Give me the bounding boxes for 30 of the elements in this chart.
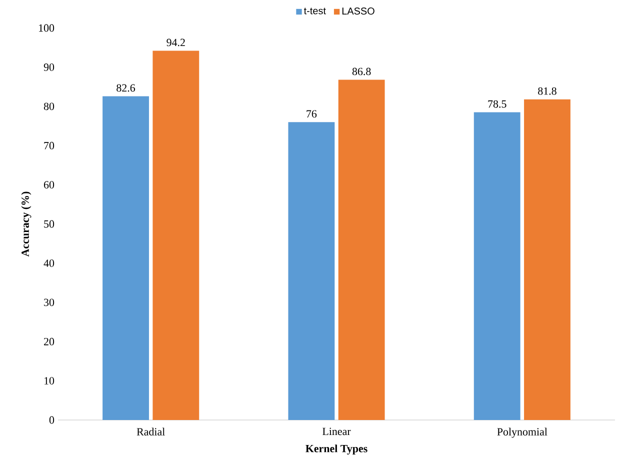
y-tick-label: 50 bbox=[44, 220, 54, 228]
x-axis-title: Kernel Types bbox=[306, 444, 368, 455]
data-label: 86.8 bbox=[352, 68, 371, 76]
data-label: 76 bbox=[306, 110, 317, 118]
y-tick-label: 80 bbox=[44, 102, 54, 110]
x-tick-label: Linear bbox=[322, 428, 351, 436]
y-tick-label: 40 bbox=[44, 260, 54, 267]
data-label: 94.2 bbox=[166, 38, 185, 46]
y-tick-label: 70 bbox=[44, 142, 54, 150]
bar bbox=[474, 112, 520, 420]
data-label: 81.8 bbox=[538, 87, 556, 95]
y-tick-label: 60 bbox=[44, 181, 54, 188]
y-tick-label: 90 bbox=[44, 64, 54, 71]
y-tick-label: 30 bbox=[44, 298, 54, 306]
y-tick-label: 0 bbox=[49, 416, 54, 424]
y-tick-label: 100 bbox=[39, 24, 54, 32]
legend-label: LASSO bbox=[342, 8, 374, 15]
bar bbox=[288, 122, 335, 420]
bar bbox=[338, 80, 385, 420]
legend-label: t-test bbox=[304, 8, 326, 14]
data-label: 78.5 bbox=[488, 100, 506, 108]
x-tick-label: Radial bbox=[136, 428, 165, 436]
y-tick-label: 10 bbox=[44, 377, 54, 384]
y-axis-title: Accuracy (%) bbox=[21, 192, 32, 257]
bar bbox=[152, 50, 200, 420]
bar bbox=[524, 99, 570, 420]
bar bbox=[102, 96, 149, 420]
y-tick-label: 20 bbox=[44, 338, 54, 346]
x-tick-label: Polynomial bbox=[497, 428, 548, 438]
data-label: 82.6 bbox=[116, 84, 136, 92]
